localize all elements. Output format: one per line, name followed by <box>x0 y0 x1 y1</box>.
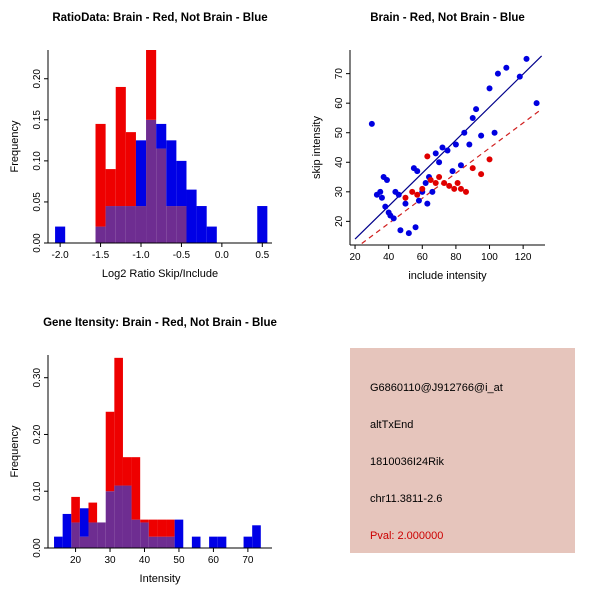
info-box: G6860110@J912766@i_at altTxEnd 1810036I2… <box>350 348 575 553</box>
svg-text:0.20: 0.20 <box>32 424 43 444</box>
svg-text:40: 40 <box>139 555 151 566</box>
probe-id-text: G6860110@J912766@i_at <box>370 382 503 394</box>
svg-text:60: 60 <box>334 97 345 109</box>
svg-text:Log2 Ratio Skip/Include: Log2 Ratio Skip/Include <box>102 268 218 280</box>
gene-symbol-text: 1810036I24Rik <box>370 456 445 468</box>
svg-text:0.5: 0.5 <box>255 250 269 261</box>
svg-text:0.10: 0.10 <box>32 481 43 501</box>
pval-text: Pval: 2.000000 <box>370 530 444 542</box>
svg-text:50: 50 <box>334 127 345 139</box>
ratio-histogram-chart: -2.0 -1.5 -1.0 -0.5 0.0 0.5 0.00 0.05 0.10 0.15 0.… <box>9 50 272 280</box>
svg-text:80: 80 <box>450 252 462 263</box>
gene-intensity-title: Gene Itensity: Brain - Red, Not Brain - … <box>43 317 277 329</box>
svg-text:-1.5: -1.5 <box>92 250 110 261</box>
scatter-chart: 20 40 60 80 100 120 20 30 40 50 60 70 include intens… <box>311 50 545 282</box>
gene-intensity-chart: 20 30 40 50 60 70 0.00 0.10 0.20 0.30 Intensity Fre… <box>9 355 272 585</box>
svg-text:0.05: 0.05 <box>32 192 43 212</box>
svg-text:include intensity: include intensity <box>408 270 487 282</box>
svg-text:-0.5: -0.5 <box>173 250 191 261</box>
svg-text:20: 20 <box>70 555 82 566</box>
svg-text:skip intensity: skip intensity <box>311 116 323 179</box>
svg-text:0.30: 0.30 <box>32 368 43 388</box>
svg-text:0.10: 0.10 <box>32 151 43 171</box>
event-type-text: altTxEnd <box>370 419 414 431</box>
svg-text:40: 40 <box>383 252 395 263</box>
svg-text:70: 70 <box>334 68 345 80</box>
svg-text:60: 60 <box>417 252 429 263</box>
svg-text:100: 100 <box>481 252 498 263</box>
svg-text:20: 20 <box>349 252 361 263</box>
svg-text:30: 30 <box>334 186 345 198</box>
gene-intensity-panel: Gene Itensity: Brain - Red, Not Brain - … <box>0 305 300 600</box>
svg-text:20: 20 <box>334 215 345 227</box>
svg-text:0.15: 0.15 <box>32 110 43 130</box>
svg-text:0.0: 0.0 <box>215 250 229 261</box>
svg-text:40: 40 <box>334 156 345 168</box>
svg-text:70: 70 <box>242 555 254 566</box>
ratio-histogram-panel: RatioData: Brain - Red, Not Brain - Blue… <box>0 0 300 300</box>
svg-text:-1.0: -1.0 <box>132 250 150 261</box>
locus-text: chr11.3811-2.6 <box>370 493 443 505</box>
svg-text:Intensity: Intensity <box>140 573 181 585</box>
svg-text:-2.0: -2.0 <box>52 250 70 261</box>
svg-text:60: 60 <box>208 555 220 566</box>
ratio-histogram-title: RatioData: Brain - Red, Not Brain - Blue <box>52 12 268 24</box>
scatter-panel: Brain - Red, Not Brain - Blue 20 40 60 80 10… <box>300 0 600 300</box>
svg-text:30: 30 <box>104 555 116 566</box>
svg-text:0.20: 0.20 <box>32 69 43 89</box>
svg-text:Frequency: Frequency <box>9 425 21 477</box>
svg-text:0.00: 0.00 <box>32 233 43 253</box>
svg-text:Frequency: Frequency <box>9 120 21 172</box>
svg-text:50: 50 <box>173 555 185 566</box>
scatter-title: Brain - Red, Not Brain - Blue <box>370 12 525 24</box>
svg-text:120: 120 <box>515 252 532 263</box>
svg-text:0.00: 0.00 <box>32 538 43 558</box>
